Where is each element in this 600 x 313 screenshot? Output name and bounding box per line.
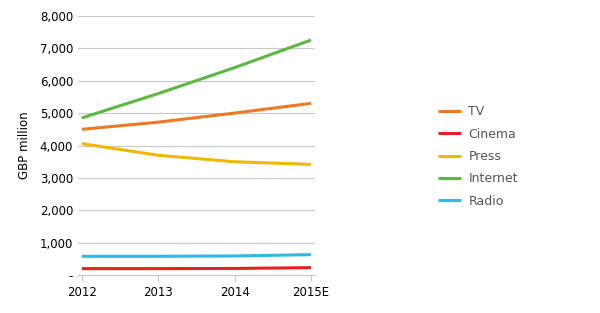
Radio bbox=[307, 253, 314, 257]
Press bbox=[307, 162, 314, 166]
Y-axis label: GBP million: GBP million bbox=[19, 112, 31, 179]
Cinema bbox=[155, 267, 162, 270]
Line: Cinema: Cinema bbox=[82, 268, 311, 269]
Radio bbox=[231, 254, 238, 258]
Line: Radio: Radio bbox=[82, 255, 311, 256]
Press bbox=[231, 160, 238, 164]
TV bbox=[155, 120, 162, 124]
TV bbox=[78, 127, 85, 131]
Cinema bbox=[307, 266, 314, 269]
Radio bbox=[78, 254, 85, 258]
Internet bbox=[78, 116, 85, 120]
Internet bbox=[155, 92, 162, 95]
Legend: TV, Cinema, Press, Internet, Radio: TV, Cinema, Press, Internet, Radio bbox=[438, 105, 518, 208]
TV bbox=[231, 111, 238, 115]
Cinema bbox=[231, 267, 238, 270]
Press bbox=[155, 153, 162, 157]
Line: Press: Press bbox=[82, 144, 311, 164]
Line: TV: TV bbox=[82, 103, 311, 129]
Internet bbox=[231, 66, 238, 69]
Line: Internet: Internet bbox=[82, 40, 311, 118]
TV bbox=[307, 101, 314, 105]
Cinema bbox=[78, 267, 85, 270]
Internet bbox=[307, 38, 314, 42]
Press bbox=[78, 142, 85, 146]
Radio bbox=[155, 254, 162, 258]
